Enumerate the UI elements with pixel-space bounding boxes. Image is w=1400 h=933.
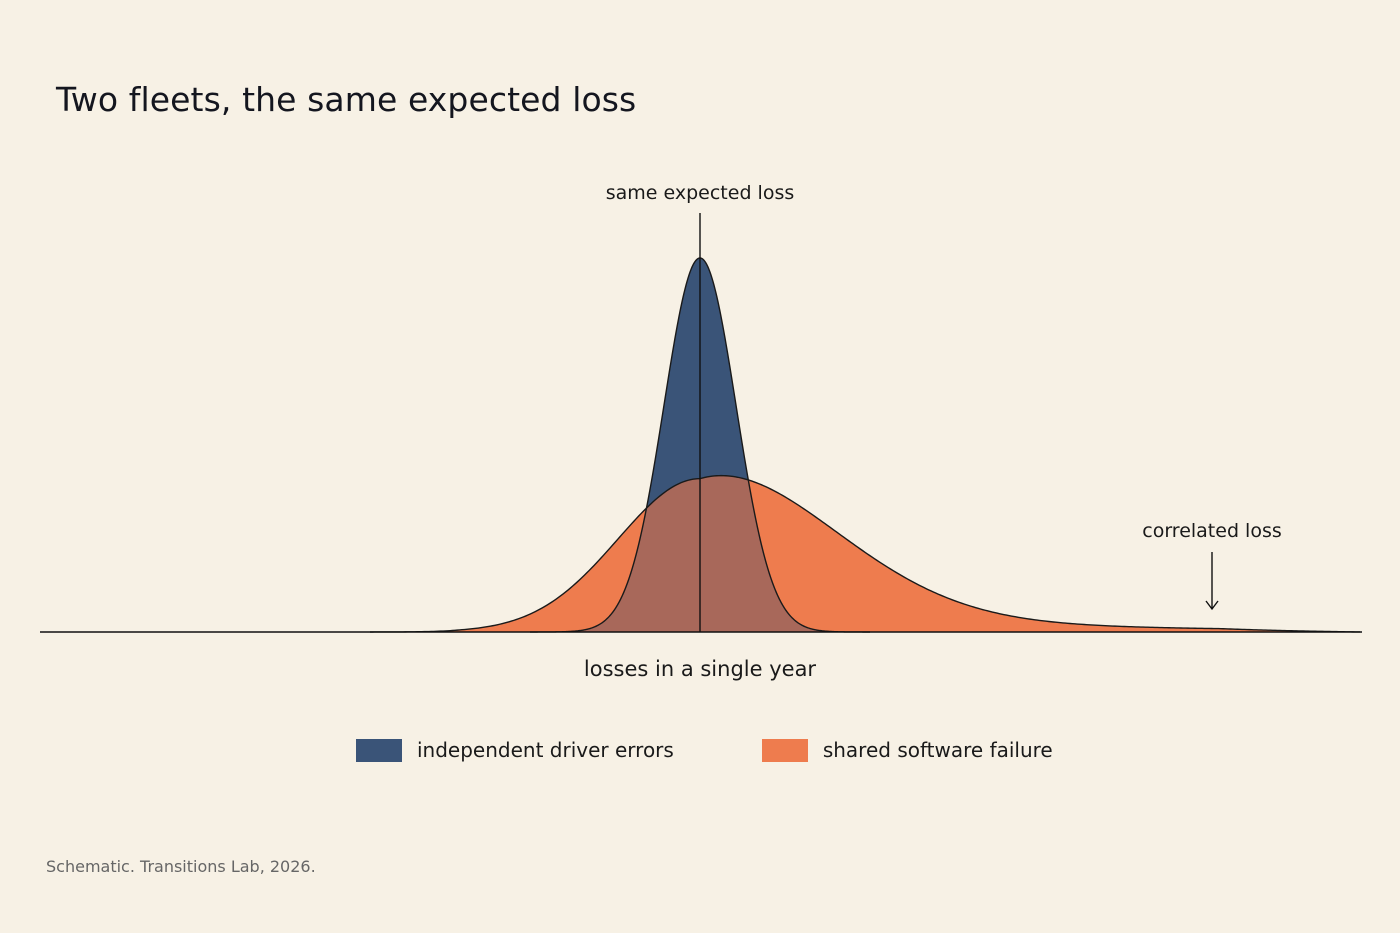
legend-swatch-independent	[356, 738, 402, 762]
correlated-loss-annotation: correlated loss	[1142, 520, 1282, 542]
legend-item-shared: shared software failure	[761, 738, 1053, 762]
legend-swatch-shared	[761, 738, 808, 762]
legend-label-independent: independent driver errors	[417, 738, 674, 762]
x-axis-label: losses in a single year	[584, 657, 817, 681]
source-note: Schematic. Transitions Lab, 2026.	[46, 857, 316, 876]
shared-failure-area	[370, 475, 1360, 632]
chart-title: Two fleets, the same expected loss	[56, 80, 637, 119]
legend-item-independent: independent driver errors	[356, 738, 674, 762]
correlated-loss-arrow-icon	[1205, 600, 1219, 611]
expected-loss-annotation: same expected loss	[606, 182, 795, 204]
shared-failure-curve	[370, 474, 1361, 633]
legend-label-shared: shared software failure	[822, 738, 1053, 762]
legend: independent driver errors shared softwar…	[356, 738, 1053, 762]
